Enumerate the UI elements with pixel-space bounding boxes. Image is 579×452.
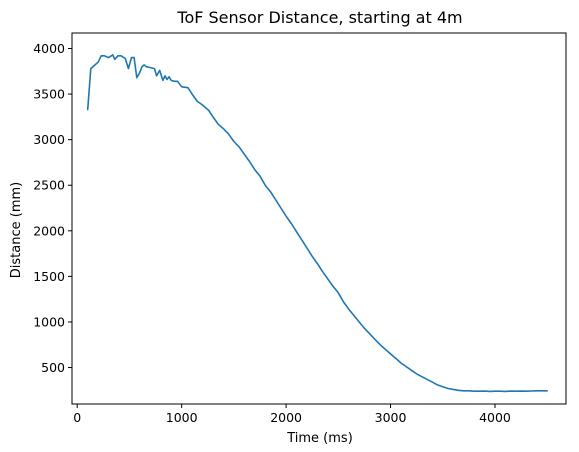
plot-area-frame <box>71 32 567 405</box>
x-tick-label: 2000 <box>270 410 302 425</box>
y-tick-label: 4000 <box>33 41 65 56</box>
y-tick-label: 1500 <box>33 269 65 284</box>
ticks: 0 1000 2000 3000 4000 500 1000 1500 2000 2500 3000… <box>33 41 511 425</box>
y-tick-label: 500 <box>41 360 65 375</box>
chart-title: ToF Sensor Distance, starting at 4m <box>176 8 462 27</box>
y-tick-label: 3500 <box>33 87 65 102</box>
y-tick-label: 3000 <box>33 132 65 147</box>
series <box>86 54 549 393</box>
series-line <box>86 54 549 393</box>
y-tick-label: 2000 <box>33 223 65 238</box>
x-tick-label: 0 <box>73 410 81 425</box>
y-axis-label: Distance (mm) <box>9 182 24 278</box>
x-tick-label: 1000 <box>166 410 198 425</box>
y-tick-label: 2500 <box>33 178 65 193</box>
x-tick-label: 4000 <box>479 410 511 425</box>
y-tick-label: 1000 <box>33 314 65 329</box>
x-axis-label: Time (ms) <box>286 431 353 446</box>
x-tick-label: 3000 <box>375 410 407 425</box>
